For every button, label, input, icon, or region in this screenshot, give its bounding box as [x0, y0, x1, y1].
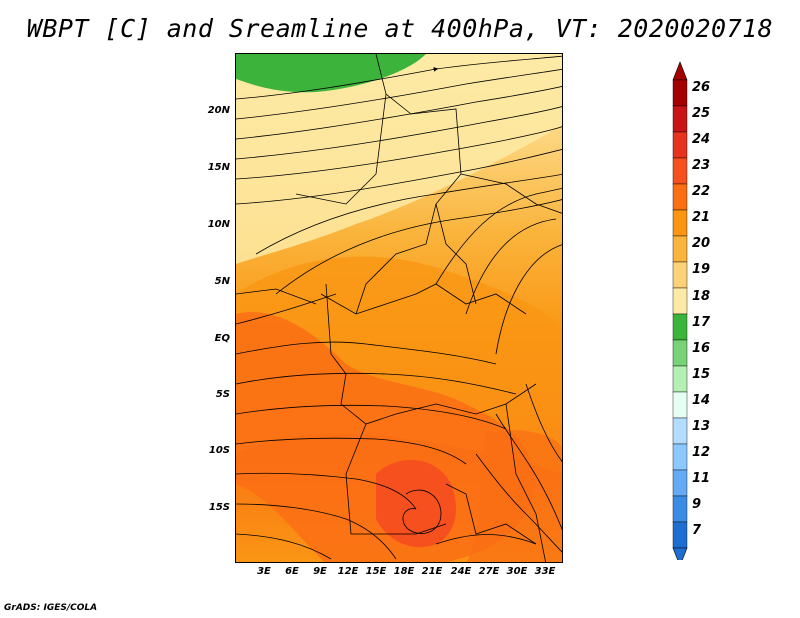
- colorbar-label-14: 14: [692, 393, 711, 408]
- colorbar-segment: [672, 313, 688, 341]
- colorbar-label-24: 24: [692, 132, 711, 147]
- colorbar-label-9: 9: [692, 497, 702, 512]
- wbpt-zone-23: [376, 460, 456, 548]
- colorbar-segment: [672, 391, 688, 419]
- colorbar-label-22: 22: [692, 184, 711, 199]
- colorbar-segment: [672, 261, 688, 289]
- colorbar-label-7: 7: [692, 523, 702, 538]
- colorbar-segment: [672, 469, 688, 497]
- colorbar-min-triangle: [672, 547, 688, 560]
- wbpt-shaded-map: [236, 54, 562, 562]
- colorbar-segment: [672, 183, 688, 211]
- colorbar: [672, 61, 688, 560]
- grads-credit: GrADS: IGES/COLA: [4, 603, 98, 613]
- lon-label-27e: 27E: [478, 566, 500, 577]
- colorbar-label-15: 15: [692, 367, 711, 382]
- colorbar-label-11: 11: [692, 471, 711, 486]
- colorbar-label-23: 23: [692, 158, 711, 173]
- colorbar-label-21: 21: [692, 210, 711, 225]
- colorbar-segment: [672, 417, 688, 445]
- colorbar-segment: [672, 131, 688, 159]
- colorbar-segment: [672, 521, 688, 549]
- lat-label-5n: 5N: [214, 276, 230, 287]
- lat-label-10n: 10N: [207, 219, 230, 230]
- colorbar-label-17: 17: [692, 315, 711, 330]
- lat-label-10s: 10S: [208, 445, 230, 456]
- lon-label-15e: 15E: [365, 566, 387, 577]
- lon-label-9e: 9E: [313, 566, 327, 577]
- lon-label-33e: 33E: [534, 566, 556, 577]
- colorbar-label-12: 12: [692, 445, 711, 460]
- colorbar-segment: [672, 287, 688, 315]
- lon-label-6e: 6E: [285, 566, 299, 577]
- streamlines: [236, 55, 562, 560]
- colorbar-segment: [672, 495, 688, 523]
- lat-label-5s: 5S: [215, 389, 230, 400]
- colorbar-segment: [672, 79, 688, 107]
- colorbar-label-26: 26: [692, 80, 711, 95]
- lon-label-3e: 3E: [257, 566, 271, 577]
- lat-label-15n: 15N: [207, 162, 230, 173]
- colorbar-max-triangle: [672, 61, 688, 81]
- colorbar-segment: [672, 157, 688, 185]
- colorbar-label-19: 19: [692, 262, 711, 277]
- colorbar-label-13: 13: [692, 419, 711, 434]
- map-title: WBPT [C] and Sreamline at 400hPa, VT: 20…: [26, 14, 774, 43]
- map-plot-area: [235, 53, 563, 563]
- lat-label-eq: EQ: [214, 333, 230, 344]
- lon-label-18e: 18E: [393, 566, 415, 577]
- lat-label-20n: 20N: [207, 105, 230, 116]
- colorbar-segment: [672, 209, 688, 237]
- country-borders: [236, 54, 562, 562]
- lon-label-12e: 12E: [337, 566, 359, 577]
- colorbar-segment: [672, 339, 688, 367]
- colorbar-label-20: 20: [692, 236, 711, 251]
- colorbar-label-18: 18: [692, 289, 711, 304]
- colorbar-segment: [672, 235, 688, 263]
- lon-label-24e: 24E: [450, 566, 472, 577]
- colorbar-segment: [672, 443, 688, 471]
- colorbar-label-16: 16: [692, 341, 711, 356]
- lon-label-21e: 21E: [421, 566, 443, 577]
- lon-label-30e: 30E: [506, 566, 528, 577]
- colorbar-segment: [672, 365, 688, 393]
- colorbar-label-25: 25: [692, 106, 711, 121]
- colorbar-segment: [672, 105, 688, 133]
- lat-label-15s: 15S: [208, 502, 230, 513]
